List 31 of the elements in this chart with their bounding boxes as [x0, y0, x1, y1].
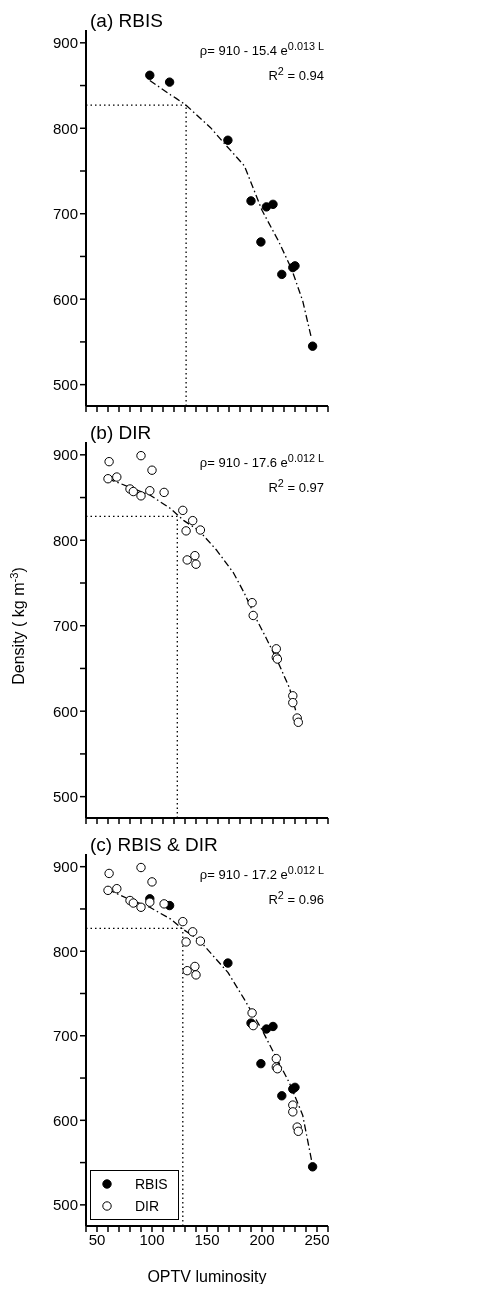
y-tick-label: 900: [52, 446, 78, 464]
chart-title: (a) RBIS: [90, 10, 163, 32]
y-tick-label: 500: [52, 787, 78, 805]
annotation: R$^{2}$ = 0.96: [267, 888, 324, 910]
y-tick-label: 800: [52, 119, 78, 137]
y-tick-label: 600: [52, 702, 78, 720]
y-tick-label: 900: [52, 858, 78, 876]
x-tick-label: 250: [304, 1230, 330, 1248]
chart-title: (c) RBIS & DIR: [90, 834, 218, 856]
chart-title: (b) DIR: [90, 422, 152, 444]
y-tick-label: 600: [52, 290, 78, 308]
y-tick-label: 800: [52, 942, 78, 960]
annotation: ρ= 910 - 17.2 e$^{0.012 L}$: [199, 863, 324, 885]
y-tick-label: 500: [52, 375, 78, 393]
y-tick-label: 700: [52, 205, 78, 223]
annotation: ρ= 910 - 17.6 e$^{0.012 L}$: [199, 451, 324, 473]
y-tick-label: 900: [52, 34, 78, 52]
x-tick-label: 150: [194, 1230, 220, 1248]
legend-label: RBIS: [135, 1176, 168, 1192]
y-tick-label: 800: [52, 531, 78, 549]
annotation: R$^{2}$ = 0.94: [267, 64, 324, 86]
legend-label: DIR: [135, 1198, 160, 1214]
annotation: ρ= 910 - 15.4 e$^{0.013 L}$: [199, 39, 324, 61]
x-tick-label: 100: [139, 1230, 165, 1248]
y-tick-label: 700: [52, 617, 78, 635]
y-tick-label: 700: [52, 1027, 78, 1045]
annotation: R$^{2}$ = 0.97: [267, 476, 324, 498]
x-tick-label: 200: [249, 1230, 275, 1248]
x-tick-label: 50: [88, 1230, 106, 1248]
y-tick-label: 600: [52, 1111, 78, 1129]
y-tick-label: 500: [52, 1196, 78, 1214]
